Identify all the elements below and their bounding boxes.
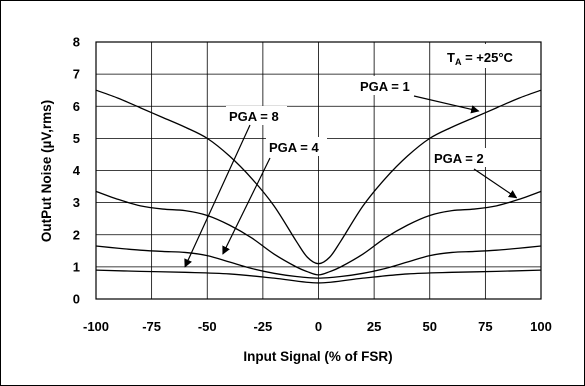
x-tick-label: -75: [142, 319, 161, 334]
y-tick-label: 2: [73, 227, 80, 242]
y-tick-label: 8: [73, 35, 80, 50]
y-axis-title: OutPut Noise (µV,rms): [39, 100, 54, 242]
x-tick-label: 25: [367, 319, 381, 334]
x-tick-label: -25: [253, 319, 272, 334]
pga1-label-background: [357, 76, 418, 95]
x-tick-label: 100: [530, 319, 552, 334]
x-axis-title: Input Signal (% of FSR): [243, 349, 392, 364]
y-tick-labels: 0 1 2 3 4 5 6 7 8: [73, 35, 81, 307]
x-tick-label: 75: [478, 319, 492, 334]
annotation-pga-1: PGA = 1: [360, 79, 410, 94]
arrow-pga-8: [184, 124, 251, 268]
y-tick-label: 5: [73, 131, 80, 146]
annotation-pga-8: PGA = 8: [229, 109, 279, 124]
series-line-pga-4: [95, 269, 542, 284]
y-tick-label: 7: [73, 67, 80, 82]
annotation-pga-4: PGA = 4: [269, 140, 320, 155]
pga2-label-background: [431, 148, 492, 167]
x-tick-label: 0: [315, 319, 322, 334]
condition-label: TA = +25°C: [447, 50, 514, 67]
arrow-pga-4: [222, 157, 271, 255]
y-tick-label: 1: [73, 259, 80, 274]
y-tick-label: 4: [73, 163, 81, 178]
x-tick-label: 50: [423, 319, 437, 334]
series-line-pga-1: [95, 89, 542, 265]
pga4-label-background: [266, 137, 327, 156]
x-tick-labels: -100 -75 -50 -25 0 25 50 75 100: [83, 319, 552, 334]
series-lines: [95, 89, 542, 284]
arrow-pga-1: [413, 95, 480, 114]
plot-area: [95, 41, 542, 300]
y-tick-label: 3: [73, 195, 80, 210]
x-tick-label: -100: [83, 319, 109, 334]
y-tick-label: 0: [73, 292, 80, 307]
series-line-pga-2: [95, 190, 542, 276]
series-line-pga-3: [95, 245, 542, 279]
annotation-pga-2: PGA = 2: [434, 151, 484, 166]
x-tick-label: -50: [198, 319, 217, 334]
annotation-arrows: [184, 95, 518, 268]
y-tick-label: 6: [73, 99, 80, 114]
pga8-label-background: [226, 106, 287, 125]
condition-label-background: [436, 44, 538, 68]
arrow-pga-2: [473, 168, 518, 199]
